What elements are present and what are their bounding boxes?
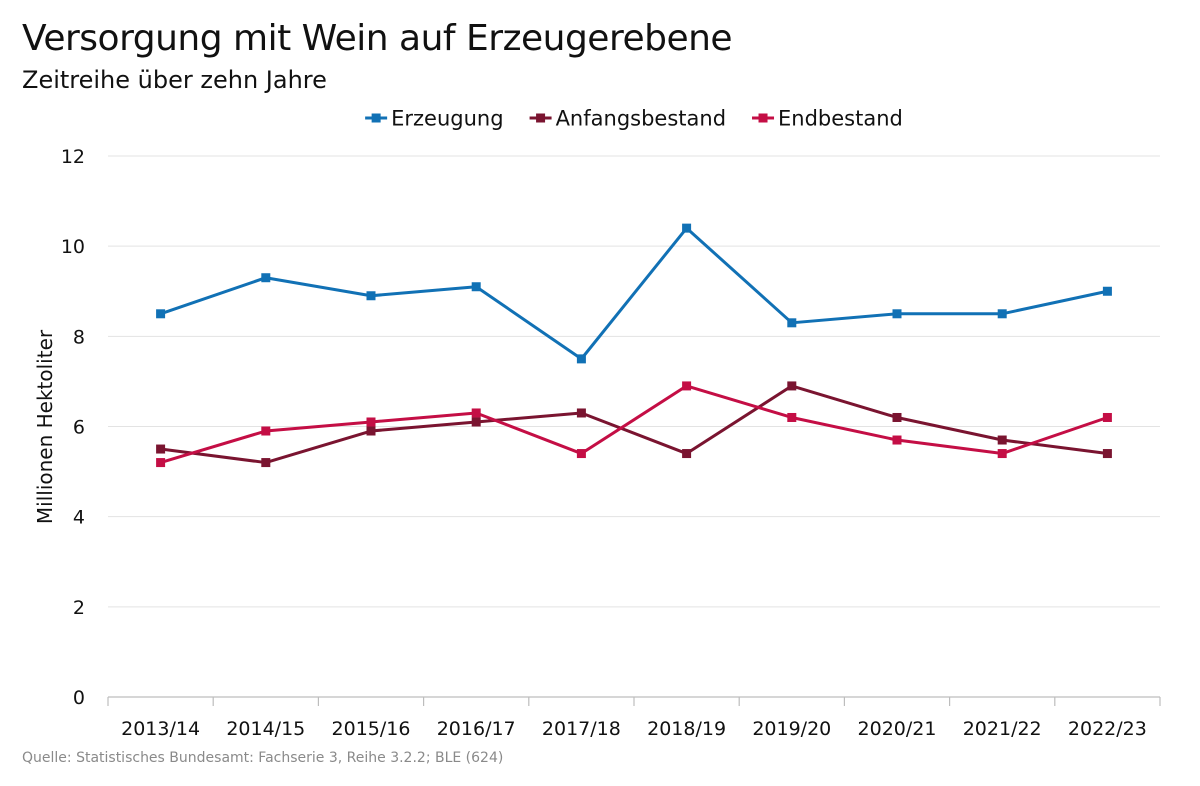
data-point [787,318,797,328]
data-point [1102,449,1112,459]
y-tick-label: 12 [61,146,85,168]
data-point [682,381,692,391]
data-point [261,426,271,436]
x-tick-label: 2015/16 [332,718,411,740]
x-tick-label: 2020/21 [858,718,937,740]
data-point [997,309,1007,319]
x-tick-label: 2022/23 [1068,718,1147,740]
data-point [366,426,376,436]
data-point [892,435,902,445]
data-point [682,449,692,459]
data-point [892,412,902,422]
series-line [159,226,1109,361]
x-tick-label: 2018/19 [647,718,726,740]
series-layer [156,223,1112,468]
legend-label: Endbestand [778,107,903,131]
series-erzeugung [156,223,1112,364]
series-line [159,384,1109,465]
data-point [471,408,481,418]
source-note: Quelle: Statistisches Bundesamt: Fachser… [22,750,504,766]
x-tick-label: 2019/20 [752,718,831,740]
chart-title: Versorgung mit Wein auf Erzeugerebene [22,18,733,59]
data-point [261,458,271,468]
legend: Erzeugung Anfangsbestand Endbestand [365,107,903,131]
grid-lines [108,155,1160,608]
data-point [156,444,166,454]
x-tick-label: 2013/14 [121,718,200,740]
legend-marker [536,113,546,123]
data-point [1102,412,1112,422]
chart-subtitle: Zeitreihe über zehn Jahre [22,66,327,94]
series-endbestand [156,381,1112,468]
series-anfangsbestand [156,381,1112,468]
x-axis: 2013/14 2014/15 2015/16 2016/17 2017/18 2018/… [107,696,1161,740]
legend-item-erzeugung: Erzeugung [365,107,504,131]
data-point [156,458,166,468]
legend-label: Erzeugung [391,107,503,131]
legend-item-anfangsbestand: Anfangsbestand [529,107,726,131]
data-point [156,309,166,319]
data-point [366,417,376,427]
data-point [997,435,1007,445]
y-tick-label: 10 [61,236,85,258]
data-point [997,449,1007,459]
data-point [576,354,586,364]
legend-label: Anfangsbestand [556,107,726,131]
x-tick-label: 2021/22 [963,718,1042,740]
data-point [892,309,902,319]
data-point [576,408,586,418]
legend-item-endbestand: Endbestand [752,107,903,131]
y-tick-label: 2 [73,597,85,619]
legend-marker [758,113,768,123]
data-point [471,417,481,427]
data-point [261,273,271,283]
y-tick-label: 4 [73,507,85,529]
y-tick-label: 0 [73,687,85,709]
data-point [787,381,797,391]
y-tick-label: 8 [73,326,85,348]
legend-marker [371,113,381,123]
y-axis-title: Millionen Hektoliter [33,329,57,524]
series-line [159,384,1109,465]
x-tick-label: 2016/17 [437,718,516,740]
x-tick-label: 2014/15 [226,718,305,740]
x-tick-label: 2017/18 [542,718,621,740]
data-point [576,449,586,459]
y-tick-label: 6 [73,417,85,439]
data-point [471,282,481,292]
data-point [366,291,376,301]
data-point [1102,286,1112,296]
data-point [787,412,797,422]
data-point [682,223,692,233]
y-axis: 0 2 4 6 8 10 12 [61,146,85,709]
